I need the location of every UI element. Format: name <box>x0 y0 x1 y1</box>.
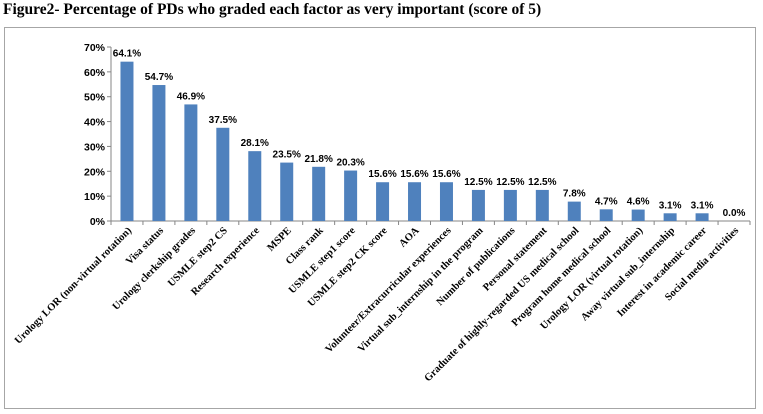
chart-area: 0% 10% 20% 30% 40% 50% 60% 70% 64.1% Urology LOR … <box>4 27 756 409</box>
data-label: 15.6% <box>400 169 428 180</box>
bar <box>280 162 294 221</box>
x-category-label: MSPE <box>265 225 293 253</box>
y-tick-label: 0% <box>90 216 106 228</box>
bar <box>663 213 677 221</box>
bar <box>216 127 230 221</box>
figure-title: Figure2- Percentage of PDs who graded ea… <box>3 1 542 18</box>
data-label: 46.9% <box>177 91 205 102</box>
data-label: 64.1% <box>113 49 141 60</box>
bar <box>503 189 517 221</box>
y-tick-label: 20% <box>84 166 106 178</box>
data-label: 4.7% <box>595 196 618 207</box>
data-label: 15.6% <box>368 169 396 180</box>
bar <box>248 151 262 221</box>
bar <box>567 201 581 221</box>
bar <box>184 104 198 221</box>
y-tick-label: 40% <box>84 117 106 129</box>
y-tick-label: 50% <box>84 92 106 104</box>
bar <box>312 166 326 221</box>
bar <box>344 170 358 221</box>
data-label: 37.5% <box>209 115 237 126</box>
data-label: 0.0% <box>723 208 746 219</box>
bar <box>599 209 613 221</box>
bar-chart: 0% 10% 20% 30% 40% 50% 60% 70% 64.1% Urology LOR … <box>13 42 751 384</box>
data-label: 12.5% <box>496 177 524 188</box>
y-tick-label: 60% <box>84 67 106 79</box>
data-label: 12.5% <box>464 177 492 188</box>
y-tick-label: 10% <box>84 191 106 203</box>
bar <box>408 182 422 221</box>
bar <box>471 189 485 221</box>
x-category-label: Urology LOR (non-virtual rotation) <box>13 225 134 346</box>
data-label: 12.5% <box>528 177 556 188</box>
data-label: 7.8% <box>563 189 586 200</box>
data-label: 3.1% <box>659 200 682 211</box>
data-label: 4.6% <box>627 197 650 208</box>
bar <box>120 61 134 222</box>
bar <box>535 189 549 221</box>
bar <box>152 85 166 221</box>
bar <box>439 182 453 221</box>
data-label: 28.1% <box>241 138 269 149</box>
data-label: 20.3% <box>336 158 364 169</box>
x-category-label: USMLE step2 CS <box>166 225 230 289</box>
data-label: 3.1% <box>691 200 714 211</box>
data-label: 21.8% <box>304 154 332 165</box>
data-label: 23.5% <box>273 150 301 161</box>
x-category-label: AOA <box>397 225 422 250</box>
y-tick-label: 30% <box>84 141 106 153</box>
y-tick-label: 70% <box>84 42 106 54</box>
bar <box>631 209 645 221</box>
bar <box>376 182 390 221</box>
data-label: 54.7% <box>145 72 173 83</box>
data-label: 15.6% <box>432 169 460 180</box>
bar <box>695 213 709 221</box>
